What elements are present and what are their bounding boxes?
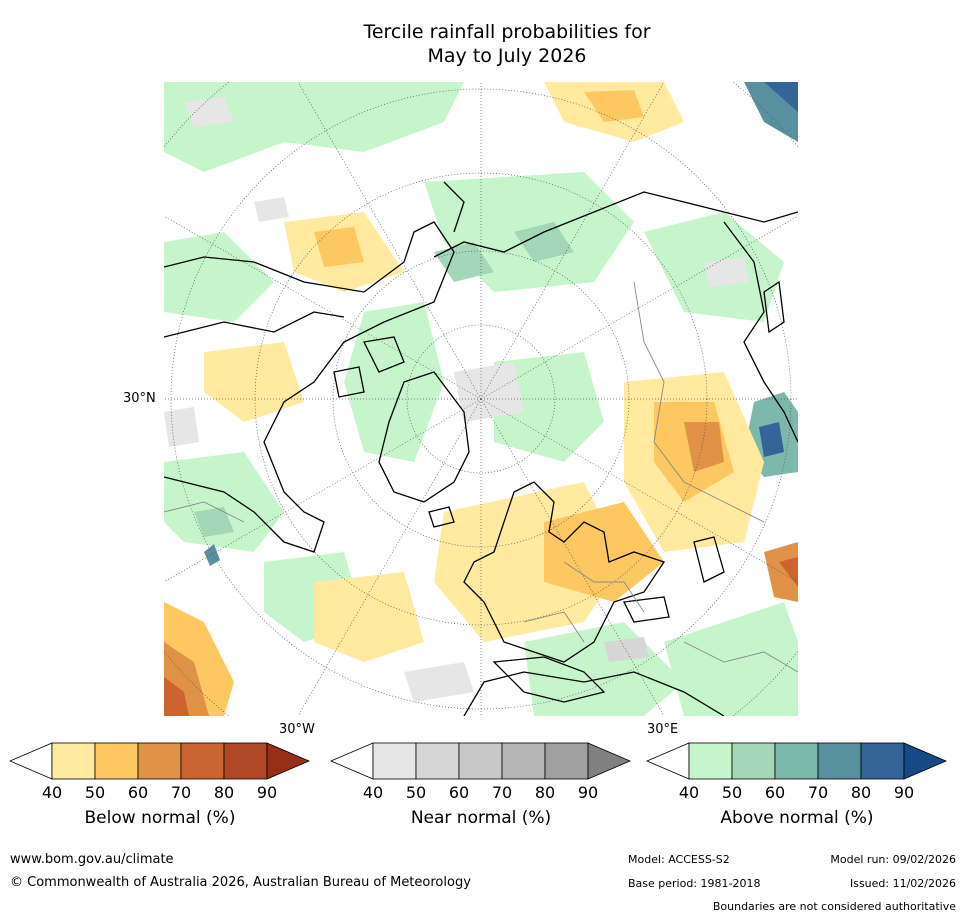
colorbar-tick-label: 40 <box>362 783 384 802</box>
colorbar-tick-label: 70 <box>491 783 513 802</box>
colorbar-tick-label: 60 <box>764 783 786 802</box>
colorbar-tick-label: 70 <box>170 783 192 802</box>
colorbar-swatch <box>731 742 776 780</box>
colorbar-swatch <box>180 742 225 780</box>
map-canvas <box>164 82 798 716</box>
colorbar-label-below: Below normal (%) <box>84 808 236 828</box>
colorbar-extend-low <box>8 742 53 780</box>
colorbar-swatch <box>415 742 460 780</box>
footer-model-run: Model run: 09/02/2026 <box>830 853 956 866</box>
colorbar-swatch <box>817 742 862 780</box>
colorbar-tick-label: 50 <box>721 783 743 802</box>
europe-coast <box>463 481 666 663</box>
footer-base-period: Base period: 1981-2018 <box>628 877 761 890</box>
colorbar-tick-label: 60 <box>127 783 149 802</box>
map-title: Tercile rainfall probabilities for May t… <box>0 20 965 68</box>
region-above-north-atlantic-west <box>164 452 284 552</box>
colorbar-tick-label: 80 <box>213 783 235 802</box>
lon-label-30w: 30°W <box>279 722 315 737</box>
footer-disclaimer: Boundaries are not considered authoritat… <box>712 900 956 913</box>
region-above-siberia-core <box>514 222 574 262</box>
colorbar-above-swatches <box>645 742 948 780</box>
country-borders <box>164 281 798 673</box>
colorbar-below-swatches <box>8 742 311 780</box>
lat-label-30n: 30°N <box>123 391 156 406</box>
colorbar-swatch <box>501 742 546 780</box>
colorbar-tick-label: 90 <box>256 783 278 802</box>
colorbar-swatch <box>137 742 182 780</box>
colorbar-extend-high <box>266 742 311 780</box>
title-line-1: Tercile rainfall probabilities for <box>363 21 651 43</box>
colorbar-swatch <box>372 742 417 780</box>
colorbar-below-normal <box>8 742 311 780</box>
footer-issued: Issued: 11/02/2026 <box>849 877 956 890</box>
colorbar-swatch <box>774 742 819 780</box>
colorbar-tick-label: 90 <box>577 783 599 802</box>
colorbar-extend-high <box>587 742 632 780</box>
colorbar-extend-high <box>903 742 948 780</box>
colorbar-swatch <box>94 742 139 780</box>
colorbar-near-swatches <box>329 742 632 780</box>
colorbar-tick-label: 80 <box>850 783 872 802</box>
colorbar-tick-label: 50 <box>405 783 427 802</box>
colorbar-swatch <box>223 742 268 780</box>
bom-climate-link[interactable]: www.bom.gov.au/climate <box>10 852 174 867</box>
colorbar-tick-label: 40 <box>41 783 63 802</box>
graticule <box>164 82 798 716</box>
colorbar-label-above: Above normal (%) <box>720 808 874 828</box>
coastlines <box>164 181 798 716</box>
region-above-north-pacific <box>164 82 464 172</box>
colorbar-above-normal <box>645 742 948 780</box>
title-line-2: May to July 2026 <box>427 45 587 67</box>
colorbar-label-near: Near normal (%) <box>410 808 552 828</box>
colorbar-swatch <box>458 742 503 780</box>
colorbar-tick-label: 90 <box>893 783 915 802</box>
lon-label-30e: 30°E <box>647 722 679 737</box>
colorbar-tick-label: 60 <box>448 783 470 802</box>
footer-model: Model: ACCESS-S2 <box>628 853 730 866</box>
colorbar-tick-label: 40 <box>678 783 700 802</box>
region-near-pole <box>454 362 524 422</box>
colorbar-near-normal <box>329 742 632 780</box>
colorbar-extend-low <box>329 742 374 780</box>
footer-copyright: © Commonwealth of Australia 2026, Austra… <box>10 875 471 890</box>
polar-map <box>164 82 798 716</box>
colorbar-tick-label: 80 <box>534 783 556 802</box>
colorbar-swatch <box>544 742 589 780</box>
colorbar-tick-label: 70 <box>807 783 829 802</box>
colorbar-swatch <box>688 742 733 780</box>
colorbar-swatch <box>51 742 96 780</box>
colorbar-swatch <box>860 742 905 780</box>
footer-url[interactable]: www.bom.gov.au/climate <box>10 852 174 867</box>
colorbar-extend-low <box>645 742 690 780</box>
greenland-coast <box>378 371 470 503</box>
region-above-west <box>164 232 274 322</box>
colorbar-tick-label: 50 <box>84 783 106 802</box>
region-above-arctic <box>344 302 444 462</box>
